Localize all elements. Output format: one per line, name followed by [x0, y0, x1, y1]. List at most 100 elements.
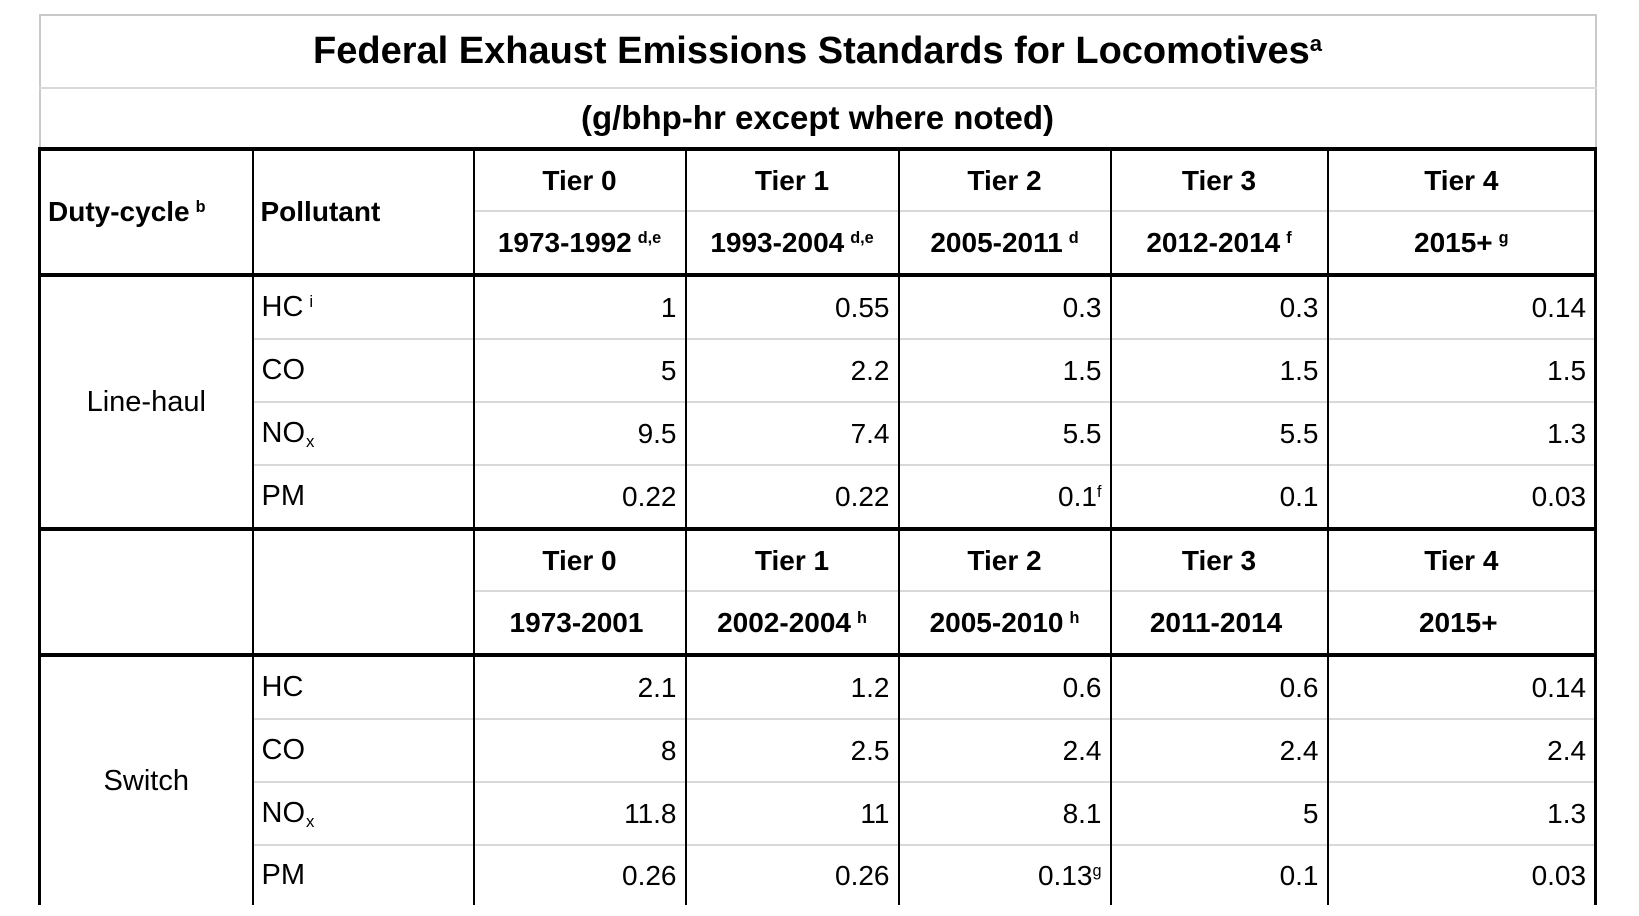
year-range-header: 2015+ g: [1326, 210, 1598, 275]
value-cell: 2.5: [684, 718, 900, 782]
year-footnote-sup: g: [1498, 228, 1509, 247]
year-range-header: 2005-2010 h: [897, 590, 1112, 655]
pollutant-cell: NOx: [251, 781, 475, 845]
value-cell: 0.26: [684, 844, 900, 905]
pollutant-cell: CO: [251, 338, 475, 402]
year-range-text: 1993-2004: [710, 226, 845, 258]
pollutant-subscript: x: [306, 432, 315, 452]
value-cell: 7.4: [684, 401, 900, 465]
year-range-header: 2002-2004 h: [684, 590, 900, 655]
value-cell: 1.3: [1326, 781, 1598, 845]
value-cell: 2.4: [1109, 718, 1329, 782]
tier-header: Tier 4: [1326, 147, 1598, 211]
year-footnote-sup: d,e: [637, 228, 662, 247]
table-row: NOx 11.8 11 8.1 5 1.3: [40, 781, 1598, 845]
table-row: Duty-cycle b Pollutant Tier 0 Tier 1 Tier…: [38, 147, 1598, 275]
value-cell: 0.14: [1326, 653, 1598, 719]
value-cell: 0.13g: [897, 844, 1112, 905]
pollutant-cell: CO: [251, 718, 475, 782]
tier-header: Tier 2: [897, 147, 1112, 211]
year-range-text: 2011-2014: [1149, 606, 1283, 638]
year-footnote-sup: d: [1068, 228, 1079, 247]
tier-header: Tier 3: [1109, 527, 1329, 591]
value-text: 0.1: [1058, 480, 1097, 512]
pollutant-cell: HC: [251, 653, 475, 719]
table-row: CO 8 2.5 2.4 2.4 2.4: [40, 718, 1598, 782]
value-cell: 11: [684, 781, 900, 845]
pollutant-cell: HC i: [251, 273, 475, 339]
table-row: NOx 9.5 7.4 5.5 5.5 1.3: [40, 401, 1598, 465]
value-cell: 0.22: [684, 464, 900, 529]
pollutant-text: HC: [261, 291, 304, 323]
value-cell: 0.1: [1109, 844, 1329, 905]
value-text: 0.13: [1037, 859, 1093, 891]
value-cell: 5: [1109, 781, 1329, 845]
table-row: 1973-2001 2002-2004 h 2005-2010 h 2011-201…: [40, 590, 1598, 655]
column-header-pollutant: Pollutant: [251, 147, 475, 275]
value-cell: 5.5: [897, 401, 1112, 465]
pollutant-text: NO: [261, 797, 306, 829]
empty-cell: [38, 527, 254, 655]
value-cell: 5.5: [1109, 401, 1329, 465]
pollutant-cell: PM: [251, 844, 475, 905]
value-cell: 8.1: [897, 781, 1112, 845]
table-row: CO 5 2.2 1.5 1.5 1.5: [40, 338, 1598, 402]
title-footnote-sup: a: [1309, 30, 1323, 56]
table-title: Federal Exhaust Emissions Standards for …: [38, 14, 1597, 89]
year-range-text: 2015+: [1418, 606, 1498, 638]
value-cell: 2.1: [472, 653, 687, 719]
table-row: PM 0.22 0.22 0.1f 0.1 0.03: [40, 464, 1598, 529]
value-cell: 0.3: [897, 273, 1112, 339]
year-range-text: 2002-2004: [717, 606, 851, 638]
emissions-standards-table: Federal Exhaust Emissions Standards for …: [38, 14, 1598, 905]
column-header-duty-cycle: Duty-cycle b: [38, 147, 254, 275]
year-range-header: 2015+: [1326, 590, 1598, 655]
value-cell: 1.5: [1326, 338, 1598, 402]
value-cell: 0.03: [1326, 464, 1598, 529]
value-cell: 0.6: [897, 653, 1112, 719]
duty-cycle-footnote-sup: b: [195, 198, 206, 217]
year-range-header: 1973-1992 d,e: [472, 210, 687, 275]
value-cell: 9.5: [472, 401, 687, 465]
value-cell: 1.2: [684, 653, 900, 719]
tier-header: Tier 4: [1326, 527, 1598, 591]
year-range-header: 2011-2014: [1109, 590, 1329, 655]
year-footnote-sup: f: [1286, 228, 1292, 247]
tier-header: Tier 0: [472, 147, 687, 211]
pollutant-footnote-sup: i: [309, 291, 314, 311]
table-subtitle: (g/bhp-hr except where noted): [38, 88, 1597, 149]
tier-header: Tier 0: [472, 527, 687, 591]
duty-cycle-cell-switch: Switch: [38, 653, 254, 905]
table-row: 1973-1992 d,e 1993-2004 d,e 2005-2011 d 201…: [40, 210, 1598, 275]
year-range-text: 2005-2010: [929, 606, 1064, 638]
pollutant-cell: PM: [251, 464, 475, 529]
value-cell: 11.8: [472, 781, 687, 845]
tier-header: Tier 2: [897, 527, 1112, 591]
year-range-header: 2012-2014 f: [1109, 210, 1329, 275]
tier-header: Tier 1: [684, 147, 900, 211]
value-cell: 5: [472, 338, 687, 402]
tier-header: Tier 3: [1109, 147, 1329, 211]
value-cell: 0.6: [1109, 653, 1329, 719]
table-row: (g/bhp-hr except where noted): [38, 88, 1597, 149]
year-footnote-sup: d,e: [850, 228, 874, 247]
value-cell: 0.22: [472, 464, 687, 529]
value-cell: 0.1f: [897, 464, 1112, 529]
year-range-header: 1993-2004 d,e: [684, 210, 900, 275]
value-cell: 0.3: [1109, 273, 1329, 339]
year-range-text: 2012-2014: [1146, 226, 1281, 258]
duty-cycle-cell-line-haul: Line-haul: [38, 273, 254, 529]
year-range-text: 1973-2001: [509, 606, 644, 638]
table-row: Line-haul HC i 1 0.55 0.3 0.3 0.14: [38, 273, 1598, 529]
table-row: Switch HC 2.1 1.2 0.6 0.6 0.14: [38, 653, 1598, 905]
value-cell: 0.03: [1326, 844, 1598, 905]
year-footnote-sup: h: [1069, 608, 1080, 627]
table-row: PM 0.26 0.26 0.13g 0.1 0.03: [40, 844, 1598, 905]
value-cell: 0.1: [1109, 464, 1329, 529]
tier-header: Tier 1: [684, 527, 900, 591]
empty-cell: [251, 527, 475, 655]
year-range-text: 1973-1992: [497, 226, 632, 258]
pollutant-text: NO: [261, 417, 306, 449]
value-cell: 2.2: [684, 338, 900, 402]
value-footnote-sup: f: [1096, 482, 1102, 501]
